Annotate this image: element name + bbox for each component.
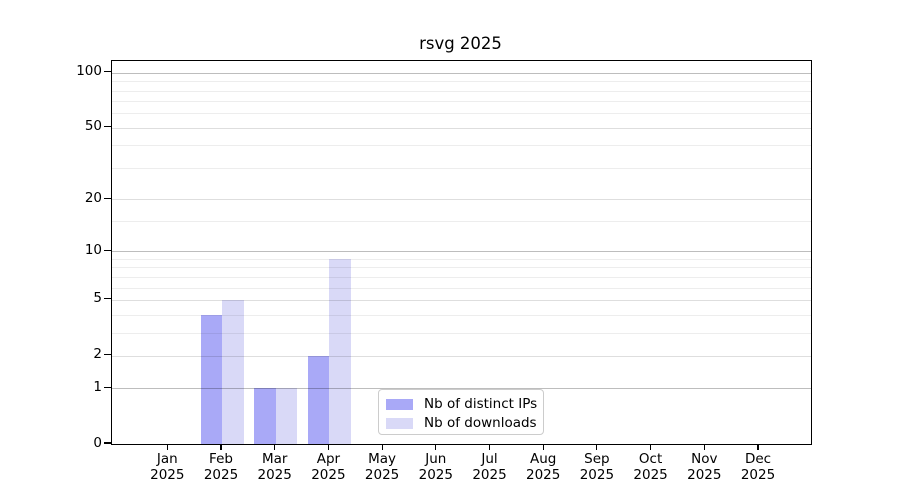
minor-gridline (112, 314, 811, 316)
minor-gridline (112, 167, 811, 169)
x-tick-label: Jun 2025 (418, 451, 453, 483)
legend: Nb of distinct IPs Nb of downloads (378, 389, 544, 435)
gridline (112, 199, 811, 201)
y-tick-label: 2 (93, 346, 102, 363)
legend-swatch-downloads (386, 418, 413, 429)
x-tick-label: Feb 2025 (203, 451, 239, 483)
x-tick-label: Apr 2025 (311, 451, 346, 483)
x-tick-label: Nov 2025 (687, 451, 722, 483)
y-tick-mark (104, 71, 111, 73)
x-tick-label: Jan 2025 (150, 451, 185, 483)
minor-gridline (112, 267, 811, 269)
x-tick-mark (327, 444, 329, 450)
x-tick-mark (703, 444, 705, 450)
x-tick-label: May 2025 (364, 451, 400, 483)
minor-gridline (112, 81, 811, 83)
gridline (112, 388, 811, 390)
x-tick-mark (488, 444, 491, 450)
y-tick-mark (104, 386, 111, 388)
y-tick-label: 10 (84, 241, 102, 258)
x-tick-mark (381, 444, 383, 450)
y-tick-label: 20 (84, 189, 102, 206)
x-tick-label: Dec 2025 (740, 451, 776, 483)
gridline (112, 299, 811, 301)
y-tick-mark (104, 126, 111, 128)
x-tick-mark (166, 444, 168, 450)
x-tick-mark (435, 444, 437, 450)
minor-gridline (112, 332, 811, 334)
plot-area: Nb of distinct IPs Nb of downloads (111, 60, 812, 445)
bar-mar-nb-of-distinct-ips (254, 388, 276, 444)
y-tick-mark (104, 298, 111, 300)
gridline (112, 355, 811, 357)
y-tick-label: 100 (76, 63, 102, 80)
y-tick-mark (104, 249, 111, 251)
x-tick-label: Oct 2025 (633, 451, 668, 483)
y-tick-mark (104, 354, 111, 356)
x-tick-mark (596, 444, 598, 450)
minor-gridline (112, 145, 811, 147)
x-tick-label: Mar 2025 (257, 451, 292, 483)
minor-gridline (112, 221, 811, 222)
x-tick-mark (220, 444, 222, 450)
y-tick-mark (104, 442, 111, 444)
minor-gridline (112, 113, 811, 115)
x-tick-mark (757, 444, 759, 450)
y-tick-label: 5 (93, 290, 102, 307)
legend-label-distinct-ips: Nb of distinct IPs (424, 396, 538, 412)
gridline (112, 251, 811, 253)
minor-gridline (112, 90, 811, 92)
bar-feb-nb-of-downloads (222, 299, 244, 444)
legend-item-distinct-ips: Nb of distinct IPs (379, 395, 543, 415)
x-tick-label: Sep 2025 (579, 451, 615, 483)
x-tick-label: Jul 2025 (472, 451, 507, 483)
legend-item-downloads: Nb of downloads (379, 414, 543, 434)
x-tick-mark (274, 444, 276, 450)
gridline (112, 127, 811, 129)
bar-apr-nb-of-distinct-ips (307, 355, 330, 444)
bar-apr-nb-of-downloads (329, 258, 351, 444)
y-tick-mark (104, 197, 111, 199)
bar-feb-nb-of-distinct-ips (200, 314, 222, 444)
x-tick-mark (542, 444, 544, 450)
minor-gridline (112, 101, 811, 103)
y-tick-label: 0 (93, 434, 102, 451)
x-tick-label: Aug 2025 (526, 451, 561, 483)
minor-gridline (112, 258, 811, 260)
y-tick-label: 50 (84, 118, 102, 135)
bar-mar-nb-of-downloads (275, 388, 298, 444)
legend-label-downloads: Nb of downloads (424, 415, 537, 431)
y-tick-label: 1 (93, 378, 102, 395)
gridline (112, 72, 811, 74)
x-tick-mark (650, 444, 652, 450)
minor-gridline (112, 287, 811, 289)
chart-title: rsvg 2025 (419, 34, 502, 53)
minor-gridline (112, 276, 811, 278)
legend-swatch-distinct-ips (386, 399, 413, 410)
